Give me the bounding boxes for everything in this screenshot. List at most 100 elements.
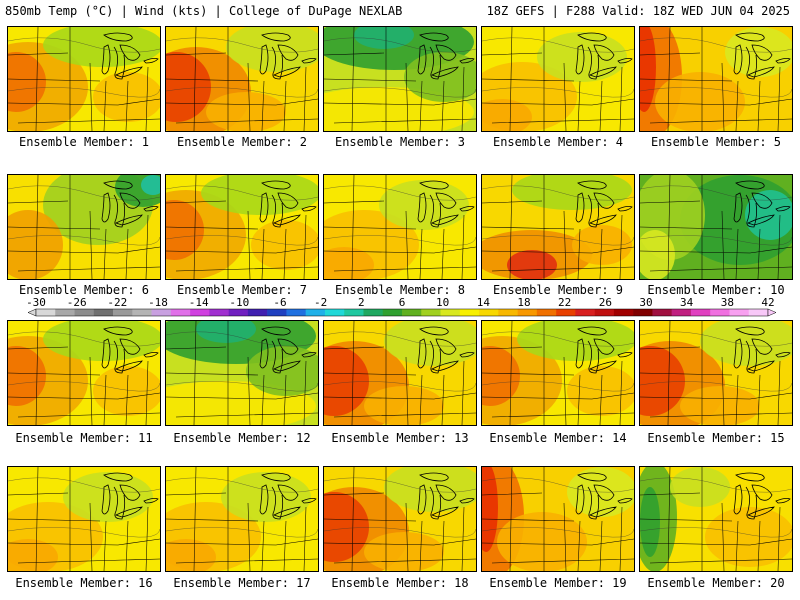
ensemble-member-label: Ensemble Member: 12 [173,431,311,445]
colorbar-segment [36,309,56,316]
ensemble-panel [639,320,793,426]
ensemble-member-label: Ensemble Member: 7 [176,283,308,297]
colorbar-tick-label: -10 [229,296,249,309]
colorbar-segment [113,309,133,316]
temperature-map [324,27,476,131]
temperature-colorbar: -30 -26 -22 -18 -14 -10 -6 -2 2 6 10 14 18 22 26 30 34 38… [26,296,777,317]
colorbar-segment [594,309,615,316]
ensemble-panel [165,466,319,572]
ensemble-panel [7,174,161,280]
ensemble-panel [165,320,319,426]
ensemble-panel [7,26,161,132]
colorbar-tick-label: -6 [273,296,286,309]
colorbar-segment [286,309,306,316]
colorbar-segment [344,309,364,316]
colorbar-segment [267,309,287,316]
colorbar-segment [479,309,499,316]
ensemble-member-label: Ensemble Member: 11 [15,431,153,445]
colorbar-tick-label: 2 [358,296,365,309]
colorbar-segment [74,309,95,316]
ensemble-member-label: Ensemble Member: 10 [647,283,785,297]
temperature-map [482,175,634,279]
map-header-right: 18Z GEFS | F288 Valid: 18Z WED JUN 04 20… [486,4,790,18]
ensemble-member-label: Ensemble Member: 1 [18,135,150,149]
colorbar-tick-label: 10 [436,296,449,309]
ensemble-panel [323,320,477,426]
ensemble-member-label: Ensemble Member: 20 [647,576,785,590]
ensemble-member-label: Ensemble Member: 2 [176,135,308,149]
colorbar-segment [710,309,730,316]
temperature-map [640,27,792,131]
temperature-map [640,175,792,279]
temperature-map [482,467,634,571]
temperature-map [324,175,476,279]
ensemble-member-label: Ensemble Member: 5 [650,135,782,149]
temperature-map [8,27,160,131]
ensemble-panel [639,466,793,572]
colorbar-segment [93,309,114,316]
colorbar-tick-label: 6 [399,296,406,309]
colorbar-segment [402,309,422,316]
colorbar-tick-label: -18 [148,296,168,309]
colorbar-tick-label: 34 [680,296,694,309]
colorbar-tick-label: 38 [721,296,734,309]
ensemble-member-label: Ensemble Member: 9 [492,283,624,297]
colorbar-segment [556,309,576,316]
colorbar-segment [729,309,750,316]
ensemble-panel [323,466,477,572]
colorbar-right-arrow [767,308,777,317]
colorbar-segment [459,309,480,316]
temperature-map [8,467,160,571]
colorbar-segment [382,309,403,316]
colorbar-segment [209,309,229,316]
colorbar-segment [633,309,653,316]
colorbar-segment [748,309,769,316]
colorbar-tick-label: 14 [477,296,491,309]
ensemble-panel [481,320,635,426]
colorbar-segment [305,309,326,316]
ensemble-member-label: Ensemble Member: 16 [15,576,153,590]
colorbar-tick-label: 26 [599,296,612,309]
temperature-map [8,321,160,425]
temperature-map [324,467,476,571]
ensemble-panel [165,174,319,280]
colorbar-segment [671,309,692,316]
colorbar-segment [690,309,711,316]
colorbar-segment [652,309,672,316]
colorbar-segment [228,309,249,316]
ensemble-panel [165,26,319,132]
ensemble-panel [481,174,635,280]
ensemble-panel [639,174,793,280]
colorbar-segment [575,309,595,316]
ensemble-panel [323,174,477,280]
ensemble-member-label: Ensemble Member: 18 [331,576,469,590]
colorbar-tick-label: 42 [761,296,774,309]
colorbar-segment [170,309,191,316]
colorbar-tick-label: -14 [189,296,209,309]
colorbar-segment [517,309,538,316]
colorbar-tick-label: -26 [67,296,87,309]
colorbar-segment [363,309,384,316]
colorbar-segment [536,309,557,316]
colorbar-segment [190,309,210,316]
colorbar-segment [324,309,345,316]
ensemble-member-label: Ensemble Member: 3 [334,135,466,149]
ensemble-member-label: Ensemble Member: 6 [18,283,150,297]
colorbar-tick-label: -2 [314,296,327,309]
temperature-map [166,175,318,279]
temperature-map [166,27,318,131]
colorbar-tick-label: 30 [639,296,652,309]
colorbar-segment [151,309,172,316]
ensemble-panel [481,466,635,572]
colorbar-tick-label: -30 [26,296,46,309]
ensemble-panel [7,466,161,572]
colorbar-left-arrow [27,308,37,317]
ensemble-member-label: Ensemble Member: 8 [334,283,466,297]
colorbar-tick-label: 18 [517,296,530,309]
map-header-left: 850mb Temp (°C) | Wind (kts) | College o… [5,4,403,18]
colorbar-segment [421,309,441,316]
colorbar-segment [132,309,152,316]
colorbar-tick-label: 22 [558,296,571,309]
colorbar-segment [613,309,634,316]
temperature-map [482,27,634,131]
